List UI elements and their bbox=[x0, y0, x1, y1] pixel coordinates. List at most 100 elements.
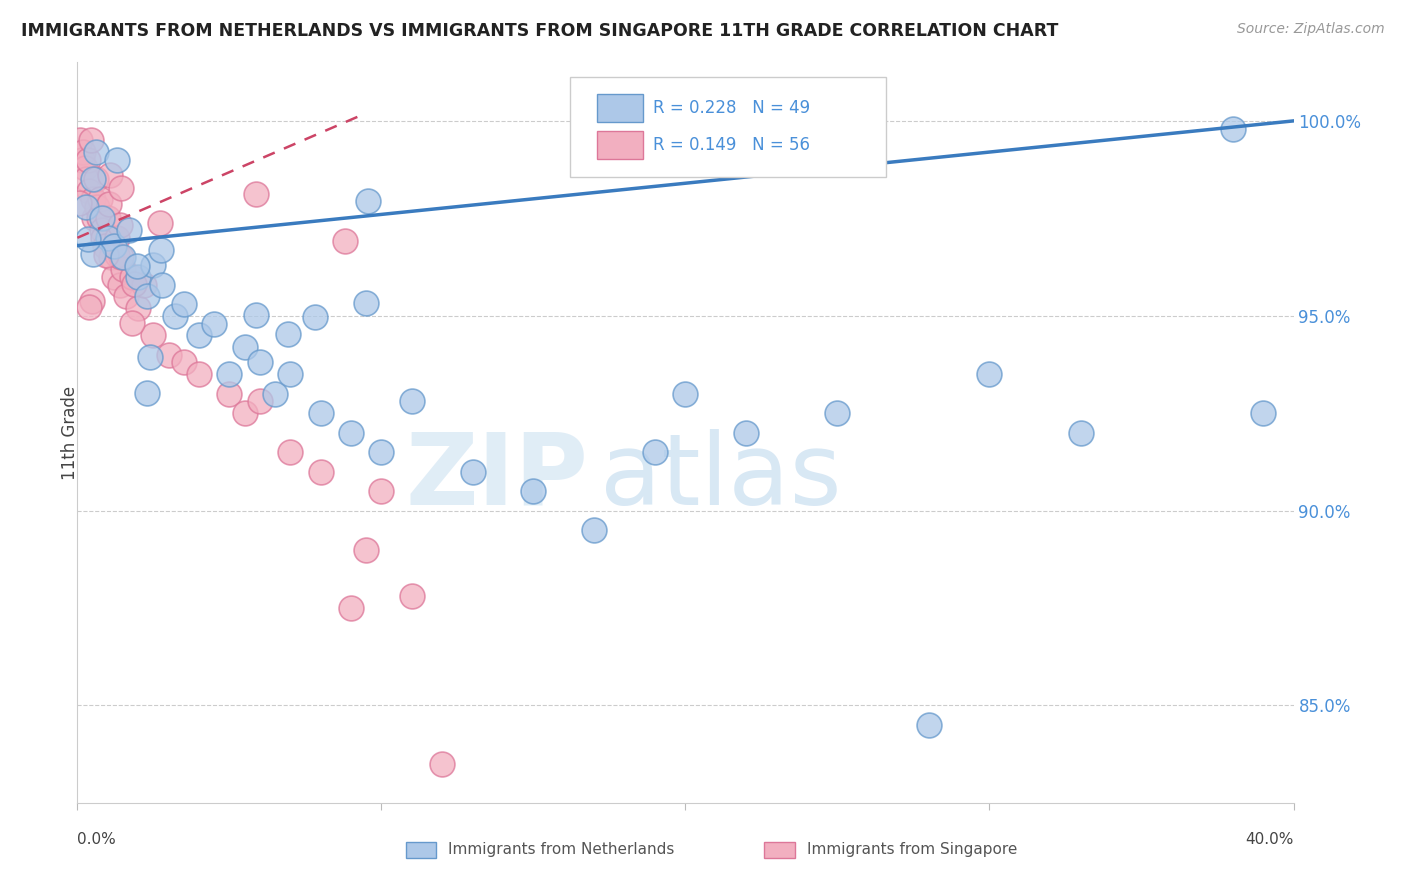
Bar bbox=[765, 842, 794, 858]
Point bbox=[97, 196, 120, 211]
Point bbox=[150, 243, 173, 257]
Point bbox=[110, 250, 132, 264]
Point bbox=[73, 161, 96, 175]
Point bbox=[97, 231, 120, 245]
Point bbox=[354, 295, 377, 310]
Point bbox=[309, 406, 332, 420]
Point bbox=[83, 211, 105, 226]
Text: 0.0%: 0.0% bbox=[77, 831, 117, 847]
Point bbox=[461, 465, 484, 479]
Point bbox=[97, 211, 120, 226]
Point bbox=[401, 394, 423, 409]
Point bbox=[115, 289, 138, 303]
Point bbox=[72, 145, 94, 159]
Point bbox=[69, 133, 91, 147]
Point bbox=[333, 234, 356, 248]
Point bbox=[108, 277, 131, 292]
Point bbox=[77, 232, 100, 246]
Point bbox=[277, 326, 299, 341]
Bar bbox=[596, 130, 643, 159]
Point bbox=[979, 367, 1001, 381]
Text: R = 0.149   N = 56: R = 0.149 N = 56 bbox=[652, 136, 810, 153]
Point bbox=[370, 484, 392, 499]
Point bbox=[125, 260, 148, 274]
Text: Immigrants from Netherlands: Immigrants from Netherlands bbox=[449, 842, 675, 857]
Point bbox=[89, 192, 111, 206]
Point bbox=[98, 169, 121, 183]
Point bbox=[82, 247, 104, 261]
Point bbox=[233, 406, 256, 420]
Point bbox=[1222, 121, 1244, 136]
Point bbox=[110, 218, 132, 232]
Point bbox=[675, 386, 697, 401]
Point bbox=[173, 297, 195, 311]
Text: atlas: atlas bbox=[600, 428, 842, 525]
Point bbox=[75, 172, 97, 186]
Point bbox=[127, 301, 149, 315]
Point bbox=[136, 289, 159, 303]
Point bbox=[142, 328, 165, 343]
Point bbox=[79, 184, 101, 198]
Point bbox=[103, 269, 125, 284]
Point bbox=[111, 262, 134, 277]
Text: Source: ZipAtlas.com: Source: ZipAtlas.com bbox=[1237, 22, 1385, 37]
Point bbox=[264, 386, 287, 401]
Point bbox=[278, 445, 301, 459]
Point bbox=[340, 601, 363, 615]
Point bbox=[77, 153, 100, 167]
Point bbox=[583, 523, 606, 537]
Bar bbox=[406, 842, 436, 858]
Text: ZIP: ZIP bbox=[405, 428, 588, 525]
Point bbox=[188, 328, 211, 343]
Point bbox=[218, 386, 240, 401]
Point bbox=[370, 445, 392, 459]
Point bbox=[401, 589, 423, 603]
Point bbox=[118, 223, 141, 237]
Point bbox=[245, 308, 267, 322]
Point bbox=[304, 310, 326, 325]
Point bbox=[827, 406, 849, 420]
Y-axis label: 11th Grade: 11th Grade bbox=[62, 385, 79, 480]
Point bbox=[152, 277, 174, 292]
Point bbox=[87, 211, 110, 226]
Point bbox=[110, 181, 132, 195]
Text: Immigrants from Singapore: Immigrants from Singapore bbox=[807, 842, 1018, 857]
Text: R = 0.228   N = 49: R = 0.228 N = 49 bbox=[652, 99, 810, 117]
Point bbox=[91, 231, 114, 245]
Point bbox=[84, 172, 107, 186]
Point bbox=[135, 385, 157, 400]
Point bbox=[90, 211, 112, 226]
Point bbox=[278, 367, 301, 381]
Point bbox=[80, 294, 103, 309]
Point bbox=[918, 718, 941, 732]
Point bbox=[105, 231, 128, 245]
Point bbox=[93, 238, 115, 252]
Point bbox=[82, 172, 104, 186]
Point bbox=[80, 133, 103, 147]
Point bbox=[94, 248, 117, 262]
Point bbox=[121, 269, 143, 284]
Point bbox=[218, 367, 240, 381]
Point bbox=[121, 317, 143, 331]
Point bbox=[105, 248, 128, 262]
Point bbox=[309, 465, 332, 479]
Point bbox=[139, 350, 162, 364]
Point bbox=[67, 195, 90, 210]
Point bbox=[103, 238, 125, 252]
Point bbox=[354, 542, 377, 557]
Point bbox=[134, 277, 156, 292]
Point bbox=[233, 340, 256, 354]
Point bbox=[86, 200, 108, 214]
Point bbox=[82, 192, 104, 206]
Point bbox=[202, 317, 225, 331]
Point bbox=[90, 223, 112, 237]
Point bbox=[173, 355, 195, 369]
Point bbox=[522, 484, 544, 499]
Point bbox=[356, 194, 378, 208]
Point bbox=[77, 300, 100, 314]
Point bbox=[430, 756, 453, 771]
Text: IMMIGRANTS FROM NETHERLANDS VS IMMIGRANTS FROM SINGAPORE 11TH GRADE CORRELATION : IMMIGRANTS FROM NETHERLANDS VS IMMIGRANT… bbox=[21, 22, 1059, 40]
Point bbox=[644, 445, 666, 459]
Point bbox=[249, 355, 271, 369]
Point bbox=[340, 425, 363, 440]
